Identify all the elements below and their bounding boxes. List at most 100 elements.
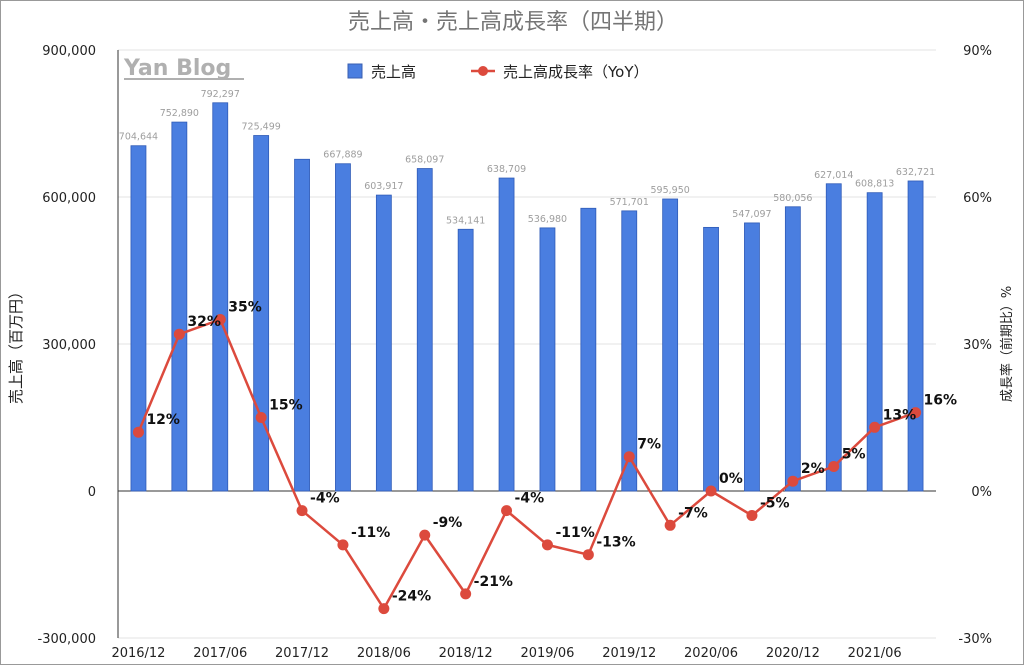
y-tick-label: 0: [88, 485, 96, 500]
growth-rate-label: -9%: [433, 515, 463, 531]
growth-rate-label: 12%: [146, 412, 180, 428]
growth-rate-label: -7%: [678, 505, 708, 521]
x-tick-label: 2018/06: [357, 646, 411, 661]
line-data-labels: 12%32%35%15%-4%-11%-24%-9%-21%-4%-11%-13…: [146, 300, 957, 605]
y2-axis-title: 成長率（前期比）%: [999, 286, 1015, 402]
revenue-bar: [784, 206, 801, 492]
y2-tick-label: 90%: [963, 44, 992, 59]
revenue-bar-label: 638,709: [487, 164, 526, 175]
growth-rate-marker: [828, 461, 840, 472]
growth-rate-line: [137, 318, 916, 610]
x-tick-label: 2017/06: [193, 646, 247, 661]
growth-rate-label: 2%: [801, 461, 825, 477]
growth-rate-marker: [705, 485, 717, 497]
revenue-bar-label: 608,813: [855, 179, 894, 190]
growth-rate-label: -21%: [474, 574, 513, 590]
revenue-bar-label: 595,950: [651, 185, 690, 196]
legend-line-marker: [478, 66, 488, 76]
y-axis-title: 売上高（百万円）: [7, 284, 25, 404]
legend-line-label: 売上高成長率（YoY）: [503, 63, 649, 81]
revenue-bar-label: 627,014: [814, 170, 853, 181]
growth-rate-label: 5%: [842, 447, 866, 463]
line-series: [132, 314, 922, 615]
revenue-bar: [171, 121, 188, 492]
revenue-bar: [907, 180, 924, 492]
revenue-bar-label: 547,097: [732, 209, 771, 220]
y-tick-label: 900,000: [42, 44, 96, 59]
y-tick-label: 600,000: [42, 191, 96, 206]
revenue-bar-label: 534,141: [446, 215, 485, 226]
growth-rate-label: 0%: [719, 471, 743, 487]
growth-rate-label: 32%: [187, 314, 221, 330]
revenue-bar: [416, 168, 433, 492]
axes: -300,000 -30% 0 0% 300,000 30% 600,000 60% 900,0…: [38, 44, 992, 661]
growth-rate-marker: [787, 475, 799, 487]
revenue-bar: [212, 102, 229, 492]
revenue-bar: [375, 194, 392, 492]
y-tick-label: 300,000: [42, 338, 96, 353]
revenue-bar: [703, 226, 719, 492]
growth-rate-label: 35%: [228, 300, 262, 316]
revenue-bar-label: 580,056: [773, 193, 812, 204]
growth-rate-label: -11%: [351, 525, 390, 541]
revenue-bar: [866, 192, 883, 492]
revenue-bar: [294, 158, 310, 492]
revenue-bar: [539, 227, 556, 492]
growth-rate-label: 7%: [637, 437, 661, 453]
revenue-bar-label: 752,890: [160, 108, 199, 119]
legend-bar-label: 売上高: [371, 63, 416, 81]
growth-rate-marker: [214, 314, 226, 325]
growth-rate-marker: [378, 603, 390, 615]
growth-rate-label: 13%: [883, 407, 917, 423]
growth-rate-marker: [869, 421, 881, 433]
growth-rate-marker: [623, 451, 635, 463]
revenue-bar: [825, 183, 842, 492]
growth-rate-marker: [173, 328, 185, 340]
growth-rate-label: -4%: [515, 491, 545, 507]
watermark-text: Yan Blog: [123, 56, 231, 81]
revenue-bar: [130, 145, 147, 492]
revenue-bar: [457, 228, 474, 492]
revenue-bar-label: 603,917: [364, 181, 403, 192]
growth-rate-marker: [910, 407, 922, 419]
revenue-bar: [580, 207, 597, 492]
y2-tick-label: 60%: [963, 191, 992, 206]
legend: 売上高 売上高成長率（YoY）: [347, 63, 649, 81]
x-tick-label: 2020/06: [684, 646, 738, 661]
x-tick-label: 2016/12: [111, 646, 165, 661]
growth-rate-marker: [501, 505, 513, 517]
x-tick-label: 2020/12: [766, 646, 820, 661]
x-tick-label: 2018/12: [439, 646, 493, 661]
growth-rate-marker: [664, 519, 676, 531]
growth-rate-marker: [255, 412, 267, 423]
growth-rate-label: -4%: [310, 491, 340, 507]
revenue-bar-label: 536,980: [528, 214, 567, 225]
x-tick-label: 2021/06: [848, 646, 902, 661]
y-tick-label: -300,000: [38, 632, 96, 647]
x-tick-label: 2017/12: [275, 646, 329, 661]
bar-series: [130, 102, 924, 492]
revenue-bar: [253, 135, 270, 492]
revenue-bar: [744, 222, 760, 492]
growth-rate-marker: [419, 529, 431, 541]
revenue-bar-label: 632,721: [896, 167, 935, 178]
y2-tick-label: 0%: [971, 485, 992, 500]
revenue-bar-label: 725,499: [242, 122, 281, 133]
revenue-bar-label: 667,889: [323, 150, 362, 161]
growth-rate-label: -24%: [392, 589, 431, 605]
growth-rate-marker: [337, 539, 349, 551]
growth-rate-label: -11%: [555, 525, 594, 541]
growth-rate-marker: [541, 539, 553, 551]
growth-rate-marker: [132, 426, 144, 438]
growth-rate-label: -13%: [596, 535, 635, 551]
growth-rate-marker: [296, 505, 308, 517]
y2-tick-label: -30%: [958, 632, 992, 647]
legend-bar-swatch: [347, 63, 363, 79]
x-tick-label: 2019/12: [602, 646, 656, 661]
revenue-bar: [335, 163, 351, 492]
y2-tick-label: 30%: [963, 338, 992, 353]
chart-title: 売上高・売上高成長率（四半期）: [348, 10, 678, 35]
